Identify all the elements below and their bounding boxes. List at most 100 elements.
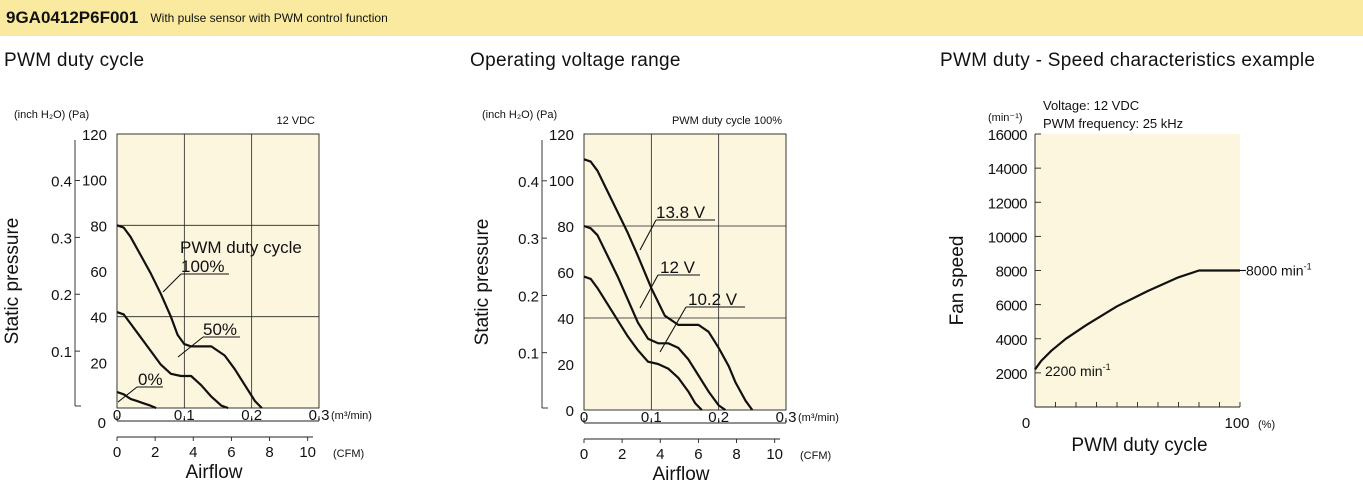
- y-tick-label-inch: 0.1: [51, 344, 72, 361]
- y-tick-label-pa: 100: [549, 173, 574, 190]
- series-label-leader: [639, 219, 657, 251]
- y-tick-label-pa: 60: [557, 265, 574, 282]
- y-units-label: (inch H₂O) (Pa): [482, 109, 557, 121]
- y-tick-label-inch: 0.1: [518, 346, 539, 363]
- y-unit: (min⁻¹): [988, 112, 1023, 124]
- x-unit-cfm: (CFM): [333, 448, 364, 460]
- x-tick-label-cfm: 10: [766, 446, 783, 463]
- note-voltage: Voltage: 12 VDC: [1043, 98, 1139, 113]
- series-line-1: [116, 311, 229, 410]
- note-frequency: PWM frequency: 25 kHz: [1043, 116, 1183, 131]
- x-tick-label-m3: 0.2: [708, 409, 729, 426]
- y-tick-label-pa: 40: [90, 310, 107, 327]
- y-tick-label-pa: 80: [90, 218, 107, 235]
- y-units-label: (inch H₂O) (Pa): [14, 109, 89, 121]
- y-tick-label-inch: 0.3: [518, 231, 539, 248]
- y-tick-label-pa: 40: [557, 311, 574, 328]
- x-tick-label-cfm: 2: [618, 446, 626, 463]
- x-tick-label-m3: 0.3: [776, 409, 797, 426]
- series-line-0: [116, 224, 263, 409]
- y-tick-label-zero: 0: [98, 415, 106, 432]
- y-tick-label: 12000: [988, 195, 1027, 212]
- chart-note: 12 VDC: [276, 115, 315, 127]
- model-number: 9GA0412P6F001: [6, 8, 139, 27]
- chart-note: PWM duty cycle 100%: [672, 115, 782, 127]
- x-unit: (%): [1258, 419, 1275, 431]
- y-tick-label-pa: 20: [90, 355, 107, 372]
- series-label-2: 0%: [138, 370, 163, 389]
- series-line-1: [583, 224, 727, 411]
- y-tick-label-pa: 100: [82, 173, 107, 190]
- x-tick-label-m3: 0.1: [641, 409, 662, 426]
- x-axis-title: PWM duty cycle: [1071, 435, 1207, 456]
- x-tick-label-cfm: 0: [113, 444, 121, 461]
- series-label-leader: [177, 336, 204, 358]
- y-tick-label-inch: 0.4: [51, 173, 72, 190]
- series-line-speed: [1034, 269, 1240, 371]
- series-label-1: 12 V: [660, 258, 696, 277]
- x-tick-label-cfm: 6: [694, 446, 702, 463]
- y-tick-label-inch: 0.2: [518, 288, 539, 305]
- series-label-1: 50%: [203, 320, 237, 339]
- y-tick-label-pa: 80: [557, 219, 574, 236]
- model-description: With pulse sensor with PWM control funct…: [150, 11, 388, 25]
- series-label-leader: [639, 274, 659, 309]
- y-tick-label: 4000: [996, 332, 1028, 349]
- x-tick-label-m3: 0: [113, 407, 121, 424]
- x-tick-label-cfm: 6: [227, 444, 235, 461]
- series-line-2: [583, 275, 703, 411]
- y-tick-label: 10000: [988, 229, 1027, 246]
- x-tick-label-cfm: 0: [580, 446, 588, 463]
- x-unit-cfm: (CFM): [800, 450, 831, 462]
- series-label-2: 10.2 V: [688, 290, 738, 309]
- x-unit-m3: (m³/min): [798, 412, 839, 424]
- x-tick-label-cfm: 10: [299, 444, 316, 461]
- x-tick-label-cfm: 2: [151, 444, 159, 461]
- annotation-max-speed: 8000 min-1: [1246, 262, 1312, 279]
- annotation-min-speed: 2200 min-1: [1045, 362, 1111, 379]
- x-tick-label-cfm: 4: [189, 444, 197, 461]
- y-tick-label-inch: 0.3: [51, 230, 72, 247]
- y-tick-label-inch: 0.4: [518, 174, 539, 191]
- y-axis-title: Static pressure: [2, 218, 23, 345]
- y-tick-label-pa: 120: [549, 127, 574, 144]
- y-tick-label-pa: 20: [557, 357, 574, 374]
- x-axis-title: Airflow: [652, 464, 709, 485]
- y-tick-label-pa: 60: [90, 264, 107, 281]
- header-banner: 9GA0412P6F001 With pulse sensor with PWM…: [0, 0, 1363, 36]
- x-tick-label-m3: 0.2: [241, 407, 262, 424]
- y-tick-label: 16000: [988, 127, 1027, 144]
- series-label-0: 100%: [181, 257, 224, 276]
- y-axis-title: Fan speed: [947, 236, 968, 326]
- y-tick-label: 8000: [996, 264, 1028, 281]
- chart-2-title: Operating voltage range: [470, 50, 681, 71]
- series-line-0: [583, 158, 754, 411]
- plot-area: [584, 134, 786, 410]
- plot-frame: [116, 133, 320, 409]
- x-tick-label-m3: 0.3: [309, 407, 330, 424]
- y-axis-title: Static pressure: [472, 219, 493, 346]
- series-label-leader: [659, 306, 687, 353]
- chart-1-title: PWM duty cycle: [4, 50, 145, 71]
- series-label-leader: [162, 273, 182, 293]
- chart-3-title: PWM duty - Speed characteristics example: [940, 50, 1316, 71]
- x-axis-title: Airflow: [185, 462, 242, 483]
- x-tick-label-cfm: 4: [656, 446, 664, 463]
- y-tick-label: 2000: [996, 366, 1028, 383]
- y-tick-label-inch: 0.2: [51, 287, 72, 304]
- x-tick-label-cfm: 8: [732, 446, 740, 463]
- x-tick-label-m3: 0: [580, 409, 588, 426]
- x-tick-label-0: 0: [1022, 415, 1030, 432]
- y-tick-label-pa: 120: [82, 127, 107, 144]
- y-tick-label-pa: 0: [566, 403, 574, 420]
- series-label-leader: [117, 386, 138, 403]
- y-tick-label: 14000: [988, 161, 1027, 178]
- x-unit-m3: (m³/min): [331, 410, 372, 422]
- x-tick-label-cfm: 8: [265, 444, 273, 461]
- series-line-2: [116, 390, 157, 410]
- x-tick-label-100: 100: [1224, 415, 1249, 432]
- series-label-0: 13.8 V: [656, 203, 706, 222]
- legend-title: PWM duty cycle: [180, 238, 302, 257]
